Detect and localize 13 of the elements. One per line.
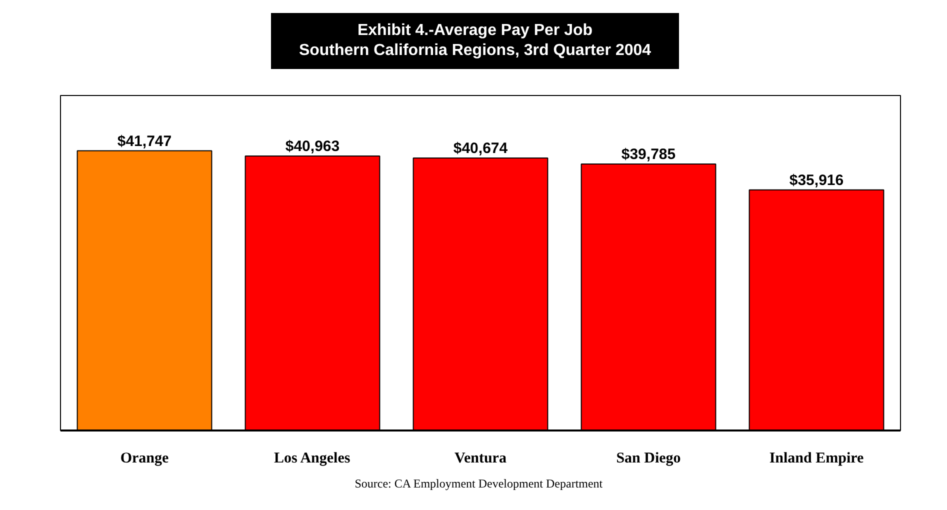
data-label: $39,785 xyxy=(621,146,676,163)
data-label: $40,674 xyxy=(453,140,508,157)
chart-subtitle: Southern California Regions, 3rd Quarter 2004 xyxy=(298,42,652,59)
data-label: $40,963 xyxy=(285,138,340,156)
data-label: $35,916 xyxy=(789,172,844,189)
x-tick-label: Los Angeles xyxy=(274,450,350,466)
x-tick-label: Ventura xyxy=(454,450,507,466)
data-label: $41,747 xyxy=(117,132,172,150)
x-tick-label: San Diego xyxy=(616,450,681,466)
x-tick-label: Inland Empire xyxy=(769,450,864,466)
chart-title: Exhibit 4.-Average Pay Per Job xyxy=(357,22,593,39)
x-tick-label: Orange xyxy=(120,450,170,466)
source-note: Source: CA Employment Development Department xyxy=(354,476,604,490)
